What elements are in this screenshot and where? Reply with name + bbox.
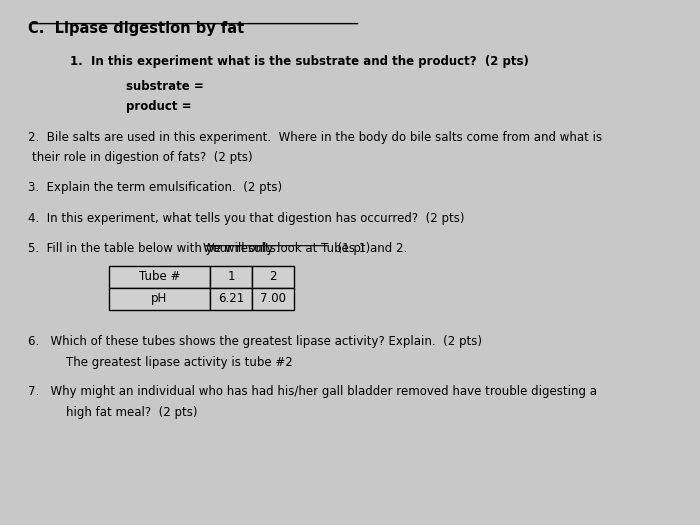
Text: 7.   Why might an individual who has had his/her gall bladder removed have troub: 7. Why might an individual who has had h…: [28, 385, 597, 398]
Text: high fat meal?  (2 pts): high fat meal? (2 pts): [66, 406, 198, 419]
Text: 7.00: 7.00: [260, 292, 286, 305]
Text: 4.  In this experiment, what tells you that digestion has occurred?  (2 pts): 4. In this experiment, what tells you th…: [28, 212, 465, 225]
Text: Tube #: Tube #: [139, 270, 180, 283]
Text: 2: 2: [270, 270, 276, 283]
Text: 6.21: 6.21: [218, 292, 244, 305]
Text: substrate =: substrate =: [126, 80, 204, 93]
Text: (1 pt): (1 pt): [330, 242, 370, 255]
FancyBboxPatch shape: [252, 266, 294, 288]
FancyBboxPatch shape: [108, 288, 210, 310]
Text: 2.  Bile salts are used in this experiment.  Where in the body do bile salts com: 2. Bile salts are used in this experimen…: [28, 131, 602, 144]
Text: their role in digestion of fats?  (2 pts): their role in digestion of fats? (2 pts): [32, 151, 252, 164]
FancyBboxPatch shape: [210, 266, 252, 288]
FancyBboxPatch shape: [252, 288, 294, 310]
Text: 3.  Explain the term emulsification.  (2 pts): 3. Explain the term emulsification. (2 p…: [28, 181, 282, 194]
Text: product =: product =: [126, 100, 192, 113]
FancyBboxPatch shape: [210, 288, 252, 310]
Text: 5.  Fill in the table below with your results.: 5. Fill in the table below with your res…: [28, 242, 287, 255]
Text: We will only look at Tubes 1 and 2.: We will only look at Tubes 1 and 2.: [203, 242, 407, 255]
Text: The greatest lipase activity is tube #2: The greatest lipase activity is tube #2: [66, 356, 293, 369]
Text: 1.  In this experiment what is the substrate and the product?  (2 pts): 1. In this experiment what is the substr…: [70, 55, 529, 68]
Text: 1: 1: [228, 270, 234, 283]
Text: 6.   Which of these tubes shows the greatest lipase activity? Explain.  (2 pts): 6. Which of these tubes shows the greate…: [28, 335, 482, 348]
FancyBboxPatch shape: [108, 266, 210, 288]
Text: pH: pH: [151, 292, 167, 305]
Text: C.  Lipase digestion by fat: C. Lipase digestion by fat: [28, 21, 244, 36]
